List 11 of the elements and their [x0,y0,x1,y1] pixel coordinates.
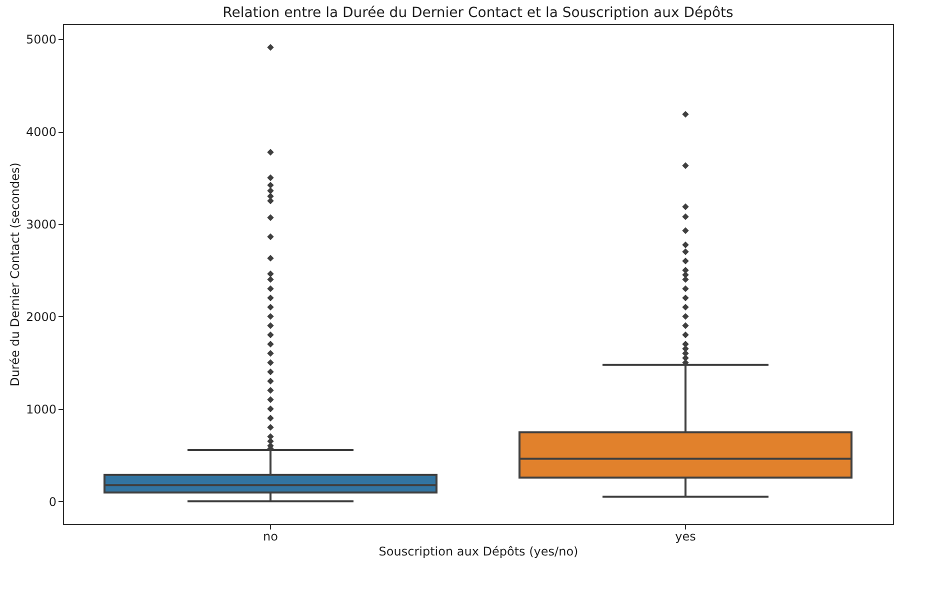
y-tick-label: 4000 [26,125,56,140]
y-tick-label: 5000 [26,32,56,47]
y-tick-label: 1000 [26,402,56,416]
y-tick-label: 0 [48,494,56,509]
x-tick-label: yes [675,530,696,544]
x-tick-label: no [263,530,278,544]
y-tick-label: 3000 [26,218,56,232]
y-axis-title: Durée du Dernier Contact (secondes) [8,162,22,386]
y-tick-label: 2000 [26,310,56,324]
chart-title: Relation entre la Durée du Dernier Contact et la Souscription aux Dépôts [222,5,734,21]
x-axis-title: Souscription aux Dépôts (yes/no) [378,544,578,558]
